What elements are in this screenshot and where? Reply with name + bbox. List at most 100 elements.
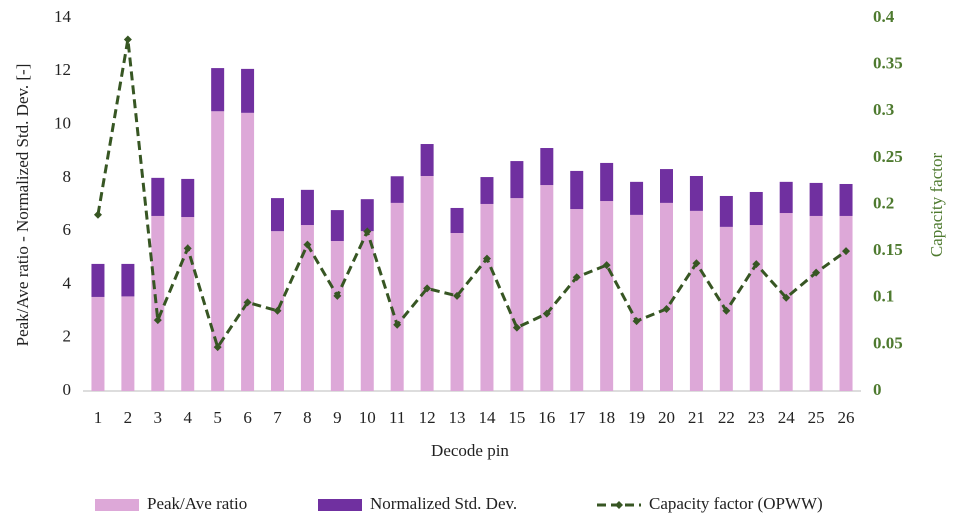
bar [689, 210, 703, 391]
bar [390, 176, 404, 203]
bar [630, 181, 644, 215]
x-tick-label: 23 [748, 408, 765, 427]
bar [749, 225, 763, 391]
marker [213, 343, 222, 352]
y-tick-label: 4 [63, 273, 72, 292]
marker [632, 317, 641, 326]
x-tick-label: 7 [273, 408, 282, 427]
bar [181, 217, 195, 391]
y2-tick-label: 0.3 [873, 100, 894, 119]
bar [480, 203, 494, 391]
bar [450, 207, 464, 234]
bar [91, 263, 105, 297]
x-tick-label: 5 [213, 408, 222, 427]
x-tick-label: 14 [478, 408, 496, 427]
y-tick-label: 6 [63, 220, 72, 239]
bar [600, 162, 614, 202]
marker [782, 293, 791, 302]
y2-tick-label: 0.35 [873, 54, 903, 73]
bar [211, 68, 225, 112]
x-axis-label: Decode pin [431, 441, 509, 460]
marker [482, 254, 491, 263]
marker [572, 273, 581, 282]
y-tick-label: 14 [54, 7, 72, 26]
marker [512, 323, 521, 332]
x-tick-label: 3 [154, 408, 163, 427]
bar [151, 215, 165, 391]
bar [540, 185, 554, 391]
marker [542, 309, 551, 318]
y-tick-label: 10 [54, 113, 71, 132]
bar [480, 177, 494, 204]
bar [241, 112, 255, 391]
bar [510, 198, 524, 391]
x-tick-label: 26 [838, 408, 855, 427]
bar [749, 191, 763, 226]
x-tick-label: 19 [628, 408, 645, 427]
x-tick-label: 2 [124, 408, 133, 427]
x-tick-label: 11 [389, 408, 405, 427]
marker [812, 268, 821, 277]
bar [420, 175, 434, 391]
y2-tick-label: 0.15 [873, 240, 903, 259]
x-tick-label: 24 [778, 408, 796, 427]
bar [151, 177, 165, 216]
y2-axis-label: Capacity factor [927, 153, 946, 258]
y2-tick-label: 0.1 [873, 287, 894, 306]
bar [360, 231, 374, 391]
bar [241, 68, 255, 113]
marker [363, 227, 372, 236]
bar [121, 263, 135, 297]
marker [273, 306, 282, 315]
y2-tick-label: 0.4 [873, 7, 895, 26]
bar [660, 202, 673, 391]
legend-swatch [95, 499, 139, 511]
bar [689, 175, 703, 211]
bar [271, 198, 284, 232]
x-tick-label: 15 [508, 408, 525, 427]
bar [600, 201, 614, 391]
bar [809, 182, 823, 216]
legend-label: Capacity factor (OPWW) [649, 494, 823, 513]
bar [330, 210, 344, 242]
x-tick-label: 16 [538, 408, 555, 427]
y-tick-label: 8 [63, 167, 72, 186]
marker [453, 291, 462, 300]
marker [752, 260, 761, 269]
legend-swatch [318, 499, 362, 511]
bar [300, 225, 314, 391]
marker [93, 210, 102, 219]
bar [181, 178, 195, 218]
bar [570, 209, 584, 391]
x-tick-label: 21 [688, 408, 705, 427]
x-tick-label: 25 [808, 408, 825, 427]
x-tick-label: 9 [333, 408, 342, 427]
marker [183, 244, 192, 253]
x-tick-label: 4 [183, 408, 192, 427]
bar [839, 183, 853, 216]
x-tick-label: 22 [718, 408, 735, 427]
bar [630, 214, 644, 391]
marker [662, 304, 671, 313]
marker [692, 259, 701, 268]
bar [450, 233, 464, 391]
marker [303, 240, 312, 249]
bar [330, 241, 344, 391]
x-tick-label: 18 [598, 408, 615, 427]
bar [839, 215, 853, 391]
y-tick-label: 2 [63, 327, 72, 346]
bar [719, 195, 733, 227]
x-tick-label: 20 [658, 408, 675, 427]
marker [423, 284, 432, 293]
y2-tick-label: 0.2 [873, 193, 894, 212]
bar [420, 144, 434, 176]
marker [123, 35, 132, 44]
bar [779, 181, 793, 214]
legend-swatch [615, 501, 623, 509]
x-tick-label: 17 [568, 408, 586, 427]
x-tick-label: 13 [449, 408, 466, 427]
y2-tick-label: 0.05 [873, 333, 903, 352]
bar [91, 296, 105, 391]
marker [393, 320, 402, 329]
